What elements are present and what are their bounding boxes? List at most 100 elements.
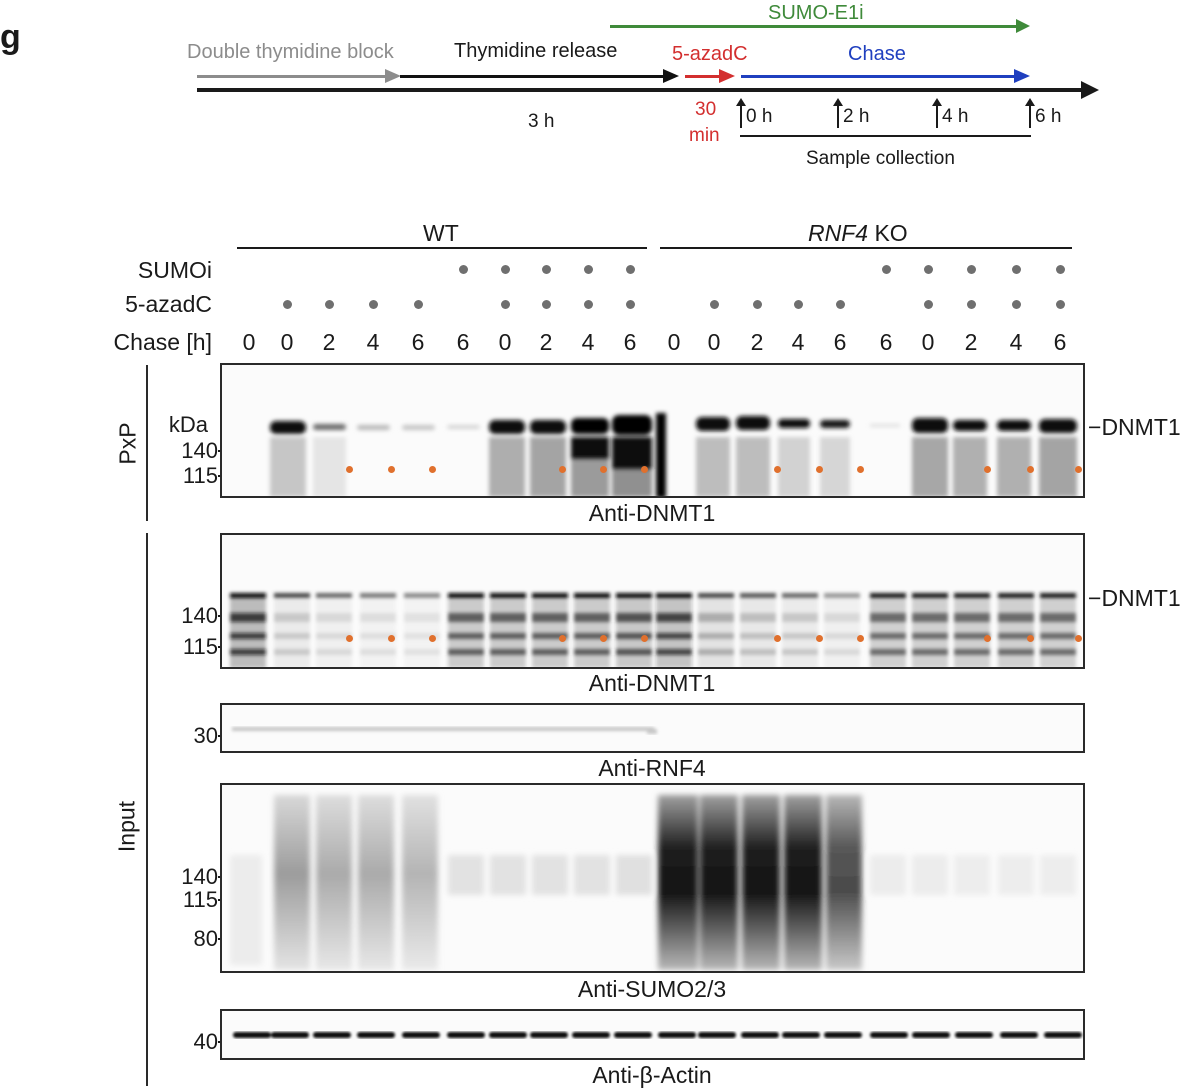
time-axis-arrowhead-icon	[1081, 81, 1099, 99]
mw-marker-115: 115	[182, 463, 218, 488]
timepoint-arrow-icon	[1025, 98, 1035, 128]
timepoint-label: 2 h	[843, 106, 870, 127]
azadc-dot-icon	[794, 300, 803, 309]
band-label-text: DNMT1	[1101, 414, 1181, 440]
chase-time-value: 0	[242, 329, 256, 355]
sumo-e1i-arrow-line	[610, 25, 1018, 28]
release-arrowhead-icon	[663, 69, 679, 83]
pxp-section-bar	[146, 365, 148, 521]
sumo-e1i-label: SUMO-E1i	[768, 2, 864, 24]
azadc-dot-icon	[836, 300, 845, 309]
sumoi-row-label: SUMOi	[137, 257, 212, 283]
sumoi-dot-icon	[924, 265, 933, 274]
blot-input-sumo-image	[230, 795, 1076, 970]
azadc-arrow-line	[685, 75, 721, 78]
sumoi-dot-icon	[501, 265, 510, 274]
blot-caption: Anti-DNMT1	[588, 670, 716, 696]
orange-marker-dot-icon	[857, 466, 864, 473]
sumoi-dot-icon	[882, 265, 891, 274]
double-thymidine-block-label: Double thymidine block	[187, 41, 394, 63]
orange-marker-dot-icon	[816, 466, 823, 473]
orange-marker-dot-icon	[1075, 635, 1082, 642]
orange-marker-dot-icon	[641, 466, 648, 473]
mw-marker-80: 80	[193, 926, 218, 951]
mw-marker-140: 140	[181, 603, 218, 628]
blot-caption: Anti-RNF4	[598, 755, 706, 781]
chase-arrow-line	[741, 75, 1016, 78]
sumoi-dot-icon	[626, 265, 635, 274]
chase-time-value: 6	[456, 329, 470, 355]
sumoi-dot-icon	[967, 265, 976, 274]
blot-caption: Anti-β-Actin	[592, 1062, 712, 1088]
sumoi-dot-icon	[1012, 265, 1021, 274]
orange-marker-dot-icon	[1027, 466, 1034, 473]
orange-marker-dot-icon	[816, 635, 823, 642]
timepoint-arrow-icon	[833, 98, 843, 128]
chase-time-value: 6	[1053, 329, 1067, 355]
azadc-dot-icon	[369, 300, 378, 309]
chase-arrowhead-icon	[1014, 69, 1030, 83]
chase-time-value: 4	[1009, 329, 1023, 355]
orange-marker-dot-icon	[346, 635, 353, 642]
band-label-text: DNMT1	[1101, 585, 1181, 611]
thymidine-release-label: Thymidine release	[454, 40, 618, 62]
sumoi-dot-icon	[1056, 265, 1065, 274]
release-duration-label: 3 h	[528, 111, 555, 132]
sumoi-dot-icon	[542, 265, 551, 274]
gene-name-italic: RNF4	[808, 220, 869, 246]
mw-marker-115: 115	[182, 887, 218, 912]
azadc-dot-icon	[1056, 300, 1065, 309]
azadc-dot-icon	[1012, 300, 1021, 309]
timepoint-label: 0 h	[746, 106, 773, 127]
orange-marker-dot-icon	[600, 466, 607, 473]
azadc-dot-icon	[626, 300, 635, 309]
pxp-section-label: PxP	[114, 422, 141, 465]
chase-time-value: 6	[411, 329, 425, 355]
azadc-duration-value: 30	[695, 99, 717, 120]
chase-time-value: 0	[280, 329, 294, 355]
orange-marker-dot-icon	[346, 466, 353, 473]
input-section-bar	[146, 533, 148, 1086]
chase-time-value: 2	[539, 329, 553, 355]
mw-marker-140: 140	[181, 864, 218, 889]
chase-step-label: Chase	[848, 43, 906, 65]
group-label-text: KO	[868, 220, 908, 246]
chase-time-value: 6	[833, 329, 847, 355]
blot-input-sumo	[220, 783, 1085, 973]
orange-marker-dot-icon	[388, 466, 395, 473]
mw-marker-115: 115	[182, 634, 218, 659]
chase-row-label: Chase [h]	[113, 329, 212, 355]
sumoi-dot-icon	[459, 265, 468, 274]
blot-pxp-dnmt1-image	[270, 413, 1077, 496]
blot-caption: Anti-SUMO2/3	[577, 976, 727, 1002]
orange-marker-dot-icon	[774, 466, 781, 473]
group-bracket-wt	[237, 247, 647, 249]
blot-input-rnf4	[220, 703, 1085, 753]
azadc-dot-icon	[710, 300, 719, 309]
orange-marker-dot-icon	[388, 635, 395, 642]
block-arrow-line	[197, 75, 387, 78]
chase-time-value: 4	[581, 329, 595, 355]
chase-time-value: 2	[964, 329, 978, 355]
chase-time-value: 6	[879, 329, 893, 355]
chase-time-value: 2	[750, 329, 764, 355]
azadc-dot-icon	[414, 300, 423, 309]
azadc-dot-icon	[501, 300, 510, 309]
orange-marker-dot-icon	[984, 466, 991, 473]
azadc-row-label: 5-azadC	[125, 291, 212, 317]
group-bracket-rnf4-ko	[660, 247, 1072, 249]
timepoint-label: 4 h	[942, 106, 969, 127]
blot-input-actin	[220, 1009, 1085, 1060]
chase-time-value: 4	[366, 329, 380, 355]
panel-letter: g	[0, 18, 21, 56]
orange-marker-dot-icon	[559, 635, 566, 642]
chase-time-value: 6	[623, 329, 637, 355]
orange-marker-dot-icon	[857, 635, 864, 642]
group-label-text: WT	[423, 220, 459, 246]
block-arrowhead-icon	[385, 69, 401, 83]
timepoint-arrow-icon	[932, 98, 942, 128]
timepoint-arrow-icon	[736, 98, 746, 128]
sample-collection-bracket	[740, 135, 1031, 137]
blot-input-dnmt1	[220, 533, 1085, 669]
blot-pxp-dnmt1	[220, 363, 1085, 498]
